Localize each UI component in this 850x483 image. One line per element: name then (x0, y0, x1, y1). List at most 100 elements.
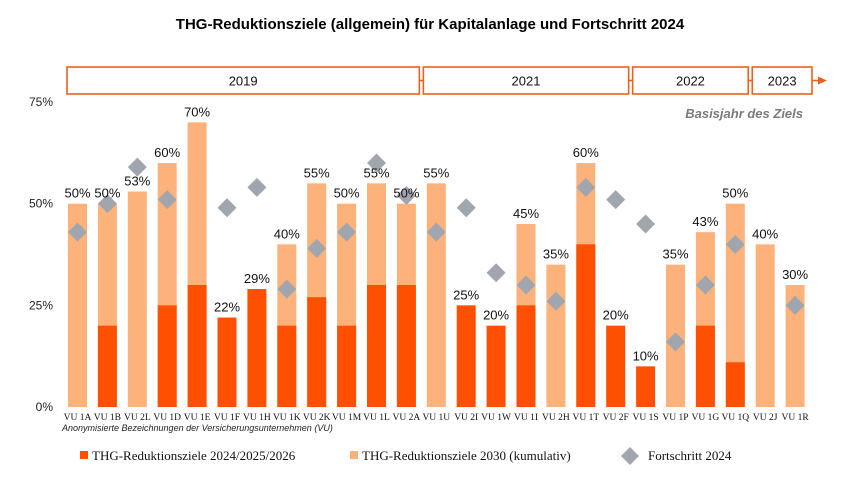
bar-target-short-term (396, 285, 416, 407)
base-year-label: 2019 (229, 74, 258, 89)
base-year-label: 2021 (512, 74, 541, 89)
data-label: 55% (423, 165, 449, 180)
legend-diamond-icon (621, 447, 639, 465)
data-label: 35% (543, 247, 569, 262)
progress-2024-marker (247, 177, 267, 197)
category-label: VU 1I (514, 413, 538, 423)
category-label: VU 2J (753, 413, 778, 423)
data-label: 50% (722, 186, 748, 201)
bar-target-short-term (695, 325, 715, 407)
category-label: VU 1P (662, 413, 688, 423)
progress-2024-marker (396, 186, 416, 206)
bar-target-2030 (755, 244, 775, 407)
data-label: 25% (453, 287, 479, 302)
category-label: VU 1W (481, 413, 511, 423)
progress-2024-marker (636, 214, 656, 234)
progress-2024-marker (486, 263, 506, 283)
category-label: VU 1E (184, 413, 211, 423)
base-year-label: 2023 (768, 74, 797, 89)
data-label: 50% (64, 186, 90, 201)
category-label: VU 2L (124, 413, 151, 423)
category-label: VU 2K (303, 413, 331, 423)
category-label: VU 2H (542, 413, 570, 423)
progress-2024-marker (127, 157, 147, 177)
arrow-head-icon (818, 76, 827, 85)
bar-target-2030 (546, 264, 566, 407)
bar-target-short-term (307, 297, 327, 407)
progress-markers (68, 153, 805, 352)
progress-2024-marker (546, 291, 566, 311)
bar-target-2030 (785, 285, 805, 407)
base-year-box (631, 66, 750, 95)
category-label: VU 1F (214, 413, 240, 423)
legend-swatch-2030 (350, 451, 358, 459)
bar-target-short-term (516, 305, 536, 407)
base-year-box (66, 66, 421, 95)
progress-2024-marker (695, 275, 715, 295)
bar-target-short-term (337, 325, 357, 407)
base-year-caption: Basisjahr des Ziels (685, 106, 803, 121)
progress-2024-marker (97, 194, 117, 214)
bar-target-short-term (247, 289, 267, 407)
progress-2024-marker (157, 190, 177, 210)
data-label: 35% (662, 247, 688, 262)
data-label: 45% (513, 206, 539, 221)
legend-label-2030: THG-Reduktionsziele 2030 (kumulativ) (362, 448, 571, 463)
category-label: VU 1H (243, 413, 271, 423)
data-label: 60% (573, 145, 599, 160)
data-label: 53% (124, 173, 150, 188)
category-label: VU 1M (332, 413, 362, 423)
progress-2024-marker (785, 295, 805, 315)
progress-2024-marker (367, 153, 386, 173)
y-tick-label: 0% (36, 400, 54, 414)
progress-2024-marker (576, 177, 596, 197)
data-labels: 50% 50%53%60%70%22%29%40%55%50%55%50%55%2… (64, 104, 808, 363)
bar-target-2030 (127, 191, 147, 407)
data-label: 10% (633, 348, 659, 363)
data-label: 40% (752, 226, 778, 241)
category-label: VU 1D (153, 413, 181, 423)
progress-2024-marker (337, 222, 357, 242)
category-label: VU 1R (782, 413, 810, 423)
category-label: VU 1A (64, 413, 92, 423)
progress-2024-marker (666, 332, 685, 352)
progress-2024-marker (516, 275, 536, 295)
base-year-box (751, 66, 813, 95)
data-label: 70% (184, 104, 210, 119)
bar-target-short-term (725, 362, 745, 407)
data-label: 30% (782, 267, 808, 282)
data-label: 60% (154, 145, 180, 160)
category-label: VU 1G (692, 413, 720, 423)
data-label: 29% (244, 271, 270, 286)
progress-2024-marker (307, 238, 327, 258)
x-axis-note: Anonymisierte Bezeichnungen der Versiche… (61, 423, 333, 433)
category-label: VU 1Q (721, 413, 749, 423)
progress-2024-marker (456, 198, 476, 218)
y-tick-label: 25% (29, 298, 53, 312)
data-label: 22% (214, 300, 240, 315)
data-label: 50% (334, 186, 360, 201)
category-label: VU 1B (94, 413, 121, 423)
bar-target-2030 (426, 183, 446, 407)
bar-target-2030 (725, 203, 745, 407)
data-label: 50% (94, 186, 120, 201)
category-label: VU 1U (422, 413, 450, 423)
category-label: VU 2I (454, 413, 478, 423)
progress-2024-marker (217, 198, 237, 218)
y-tick-label: 50% (29, 197, 53, 211)
bar-target-short-term (217, 317, 237, 407)
y-axis: 0% 25% 50% 75% (29, 95, 53, 414)
y-tick-label: 75% (29, 95, 53, 109)
x-axis-categories: VU 1A VU 1B VU 2L VU 1D VU 1E VU 1F VU 1H VU 1K… (64, 413, 810, 423)
data-label: 50% (393, 186, 419, 201)
bar-target-short-term (277, 325, 297, 407)
bar-target-2030 (68, 203, 87, 407)
data-label: 20% (483, 308, 509, 323)
bar-target-short-term (636, 366, 656, 407)
progress-2024-marker (725, 234, 745, 254)
category-label: VU 1K (273, 413, 301, 423)
data-label: 43% (692, 214, 718, 229)
category-label: VU 2A (393, 413, 421, 423)
legend-label-progress: Fortschritt 2024 (648, 448, 732, 463)
